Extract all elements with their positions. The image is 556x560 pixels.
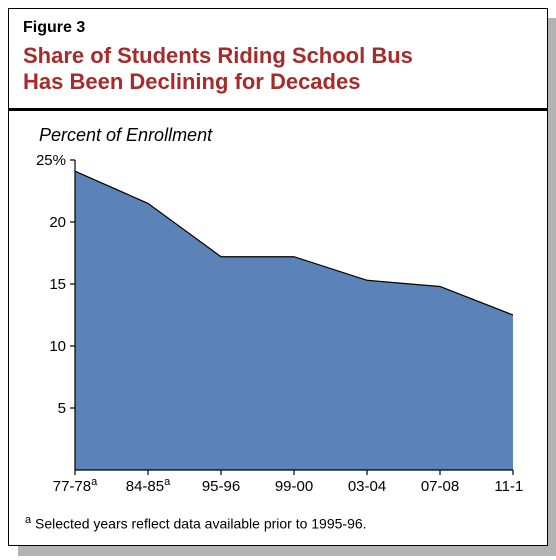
figure-label: Figure 3	[23, 19, 533, 37]
svg-text:95-96: 95-96	[202, 478, 240, 495]
figure-title: Share of Students Riding School Bus Has …	[23, 43, 533, 96]
figure-body: Percent of Enrollment 5 10 15 20 25% 77-78a 84…	[9, 111, 547, 546]
svg-text:84-85a: 84-85a	[126, 476, 171, 495]
svg-text:07-08: 07-08	[421, 478, 459, 495]
figure-container: Figure 3 Share of Students Riding School…	[8, 8, 548, 546]
svg-text:15: 15	[49, 276, 66, 293]
svg-text:20: 20	[49, 214, 66, 231]
svg-text:25%: 25%	[36, 152, 66, 169]
chart-svg: 5 10 15 20 25% 77-78a 84-85a 95-96 99-00 03-04 07-…	[23, 150, 523, 510]
footnote: a Selected years reflect data available …	[23, 510, 533, 536]
area-chart: 5 10 15 20 25% 77-78a 84-85a 95-96 99-00 03-04 07-…	[23, 150, 523, 510]
svg-text:99-00: 99-00	[275, 478, 313, 495]
svg-text:11-12: 11-12	[494, 478, 523, 495]
svg-text:10: 10	[49, 338, 66, 355]
figure-header: Figure 3 Share of Students Riding School…	[9, 9, 547, 111]
figure-box: Figure 3 Share of Students Riding School…	[8, 8, 548, 546]
y-axis-label: Percent of Enrollment	[39, 125, 533, 146]
svg-text:77-78a: 77-78a	[53, 476, 98, 495]
svg-text:03-04: 03-04	[348, 478, 386, 495]
svg-text:5: 5	[58, 400, 66, 417]
footnote-text: Selected years reflect data available pr…	[31, 515, 366, 531]
title-line-2: Has Been Declining for Decades	[23, 69, 360, 94]
title-line-1: Share of Students Riding School Bus	[23, 43, 413, 68]
